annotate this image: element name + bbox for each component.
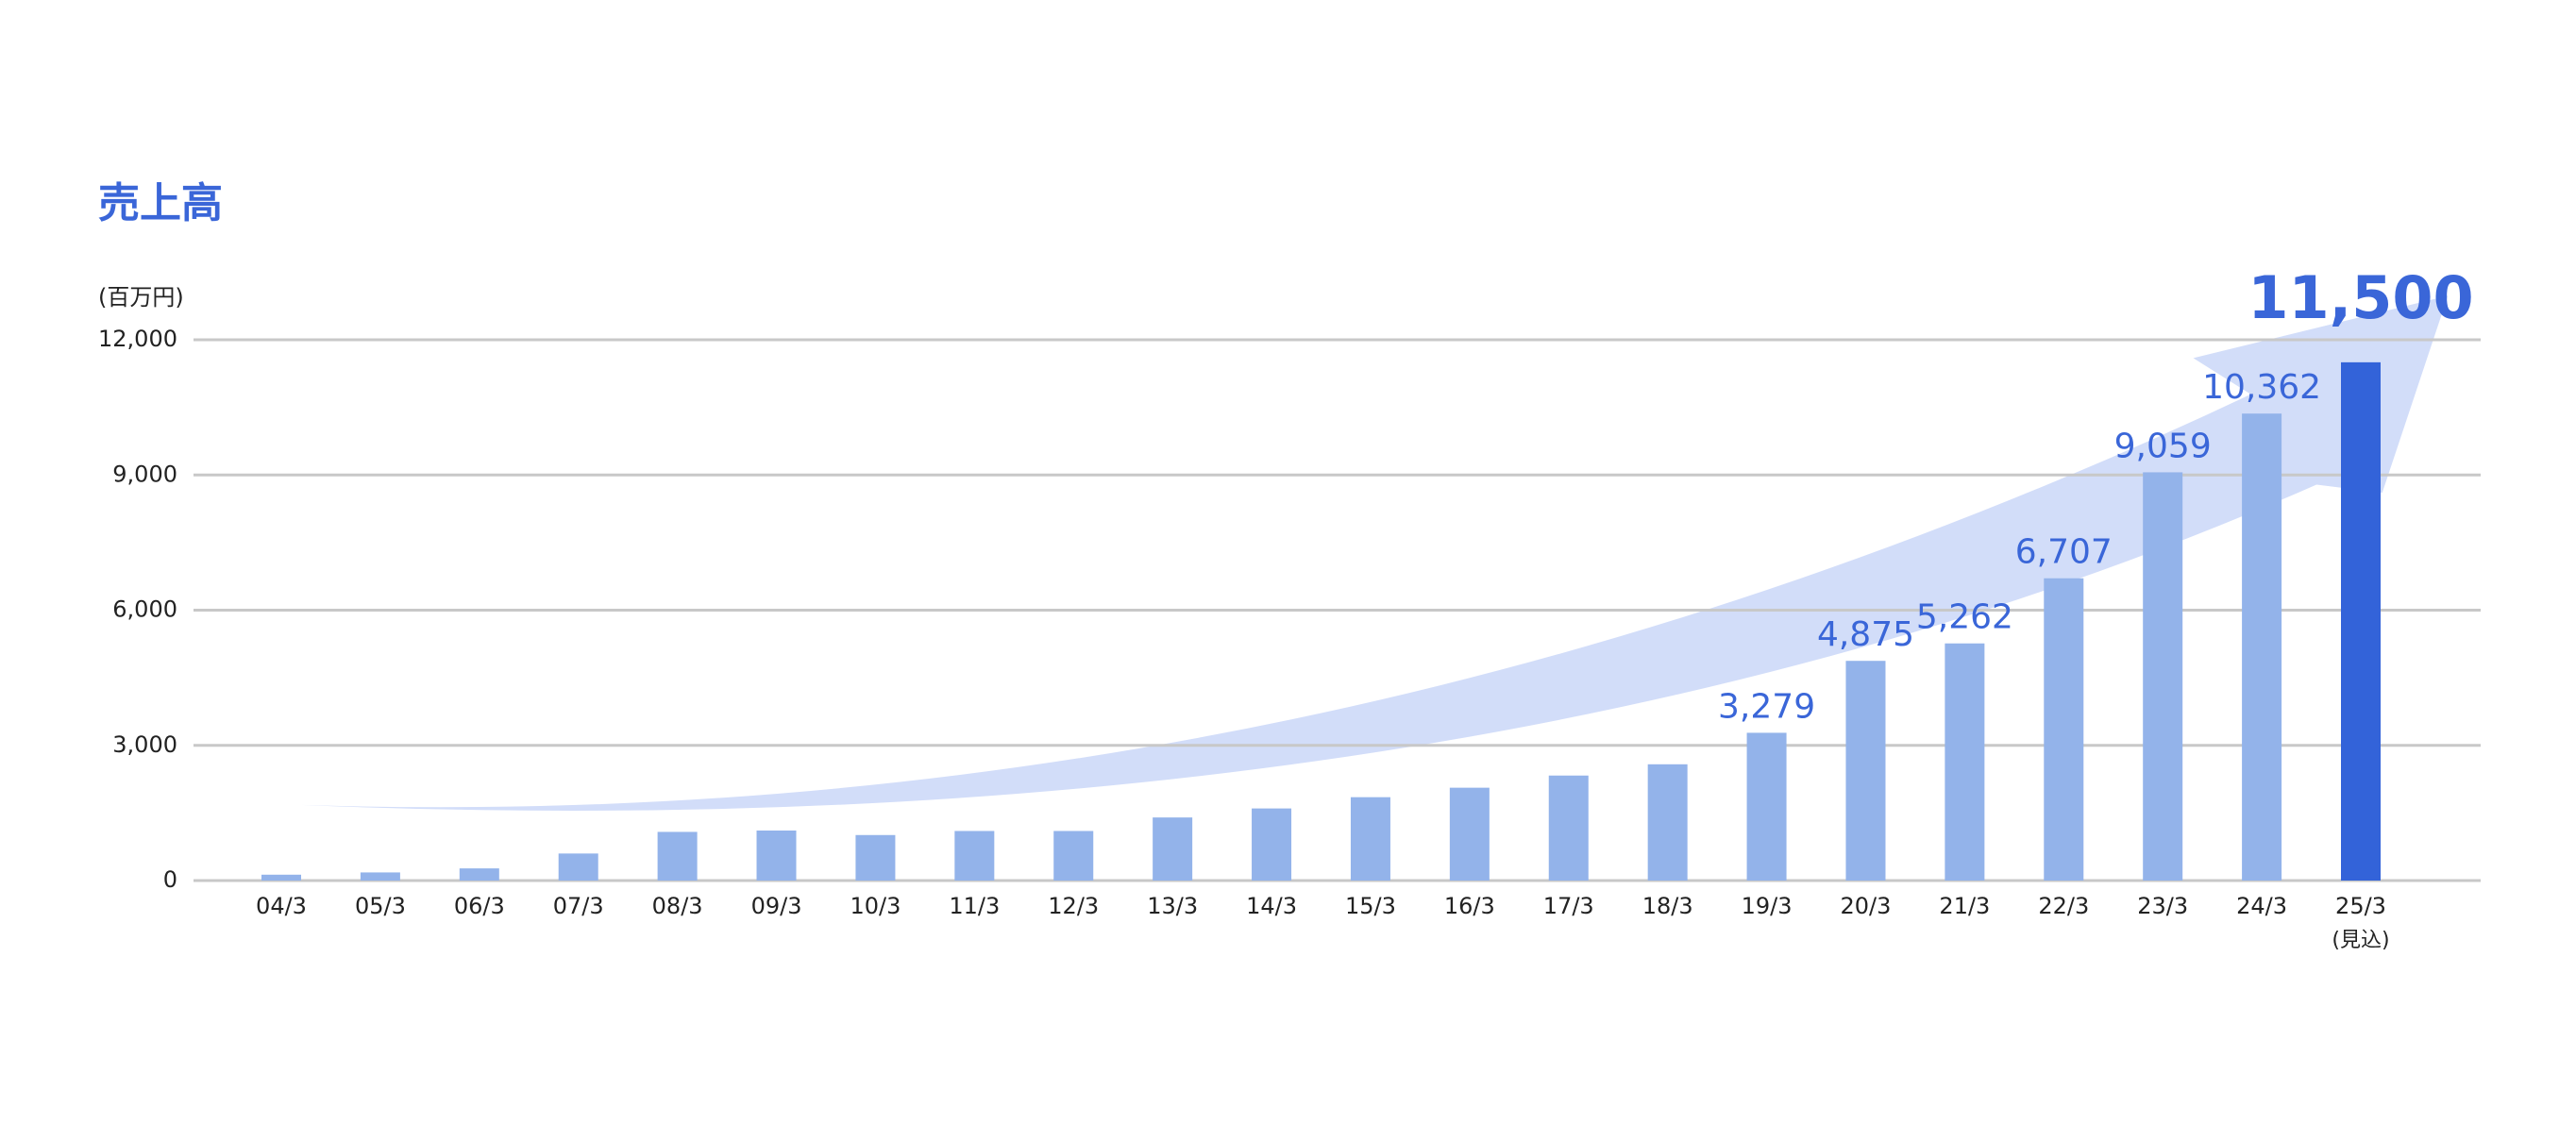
bar <box>558 853 598 881</box>
bar <box>2143 472 2183 881</box>
x-tick-note: (見込) <box>2332 929 2389 952</box>
value-label: 11,500 <box>2248 263 2473 332</box>
bar <box>1153 817 1193 881</box>
x-tick-label: 09/3 <box>751 893 802 919</box>
value-label: 9,059 <box>2114 427 2212 465</box>
x-tick-label: 11/3 <box>949 893 1000 919</box>
bar <box>1945 643 1985 881</box>
x-tick-label: 14/3 <box>1246 893 1297 919</box>
bar <box>954 831 995 881</box>
y-unit: (百万円) <box>98 284 184 311</box>
bar <box>1746 732 1787 881</box>
x-tick-label: 23/3 <box>2137 893 2188 919</box>
bar <box>1252 808 1292 881</box>
y-tick-label: 9,000 <box>112 461 177 487</box>
x-tick-label: 21/3 <box>1939 893 1990 919</box>
x-tick-label: 04/3 <box>256 893 307 919</box>
bar <box>1647 764 1688 881</box>
bar <box>657 831 698 881</box>
x-tick-label: 06/3 <box>454 893 505 919</box>
value-label: 10,362 <box>2202 368 2321 407</box>
bar <box>459 868 499 881</box>
x-tick-label: 18/3 <box>1642 893 1693 919</box>
y-tick-label: 12,000 <box>98 326 177 352</box>
x-tick-label: 10/3 <box>850 893 901 919</box>
bar <box>2044 578 2084 881</box>
bar <box>1548 775 1589 881</box>
bar <box>1053 831 1094 881</box>
x-tick-label: 25/3 <box>2335 893 2386 919</box>
value-label: 6,707 <box>2015 533 2113 572</box>
x-tick-label: 07/3 <box>553 893 604 919</box>
chart-title: 売上高 <box>98 179 223 227</box>
value-label: 3,279 <box>1718 687 1815 726</box>
x-tick-label: 17/3 <box>1543 893 1594 919</box>
x-tick-label: 20/3 <box>1841 893 1892 919</box>
bar <box>855 834 896 881</box>
x-tick-label: 19/3 <box>1742 893 1793 919</box>
bar <box>1350 797 1390 881</box>
x-tick-label: 22/3 <box>2038 893 2089 919</box>
value-label: 5,262 <box>1916 598 2013 637</box>
bar <box>2341 361 2381 881</box>
x-tick-label: 16/3 <box>1444 893 1495 919</box>
x-tick-label: 05/3 <box>355 893 406 919</box>
trend-arrow <box>300 295 2449 811</box>
y-tick-label: 6,000 <box>112 596 177 623</box>
y-tick-label: 3,000 <box>112 731 177 758</box>
bar <box>2242 413 2282 881</box>
x-tick-label: 24/3 <box>2236 893 2287 919</box>
bar <box>1845 661 1886 881</box>
x-tick-label: 15/3 <box>1345 893 1396 919</box>
y-tick-label: 0 <box>163 866 177 893</box>
bar <box>360 872 400 881</box>
bar <box>261 874 301 881</box>
x-tick-label: 13/3 <box>1147 893 1198 919</box>
value-label: 4,875 <box>1817 615 1914 654</box>
x-tick-label: 08/3 <box>652 893 703 919</box>
bar <box>756 830 797 881</box>
x-tick-label: 12/3 <box>1048 893 1099 919</box>
bar <box>1449 787 1490 881</box>
